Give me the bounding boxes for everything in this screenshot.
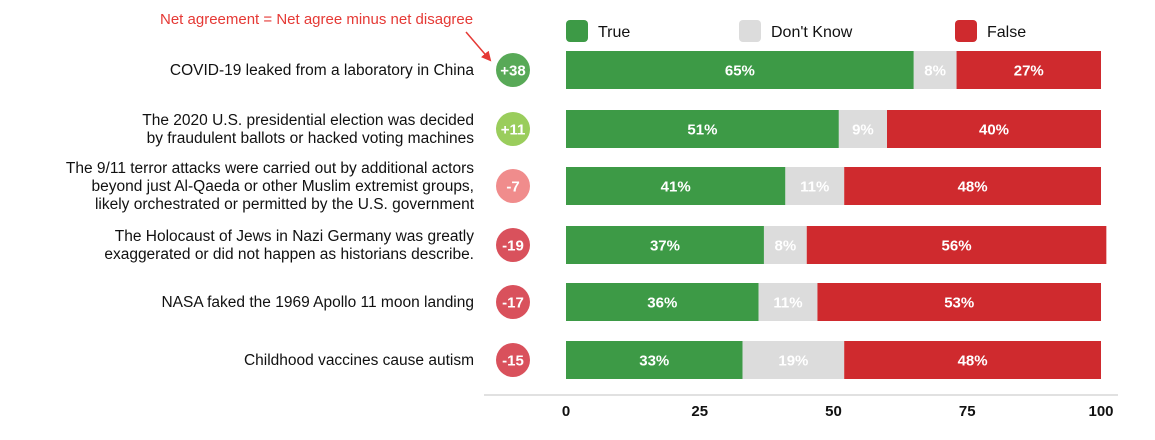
- bar-value-label: 56%: [942, 238, 972, 255]
- x-tick-label: 75: [959, 403, 976, 420]
- net-badge-label: -15: [502, 353, 524, 370]
- bar-value-label: 48%: [958, 353, 988, 370]
- bar-segment-2: [817, 283, 1101, 321]
- category-label: likely orchestrated or permitted by the …: [95, 196, 475, 213]
- chart-row: The Holocaust of Jews in Nazi Germany wa…: [104, 226, 1107, 264]
- bar-segment-0: [566, 110, 839, 148]
- chart-row: Childhood vaccines cause autism -15 33% 19%…: [244, 341, 1101, 379]
- legend-swatch-1: [739, 20, 761, 42]
- bar-segment-2: [844, 341, 1101, 379]
- net-badge: [496, 112, 530, 146]
- bar-value-label: 11%: [773, 295, 802, 312]
- bar-value-label: 40%: [979, 122, 1009, 139]
- x-tick-label: 50: [825, 403, 842, 420]
- bar-value-label: 33%: [639, 353, 669, 370]
- bar-segment-2: [806, 226, 1107, 264]
- category-label: COVID-19 leaked from a laboratory in Chi…: [170, 62, 474, 79]
- bar-segment-2: [956, 51, 1101, 89]
- annotation-arrow: [465, 31, 492, 62]
- chart-row: The 9/11 terror attacks were carried out…: [66, 160, 1101, 213]
- x-tick-label: 25: [691, 403, 708, 420]
- bar-segment-1: [763, 226, 807, 264]
- bar-segment-1: [758, 283, 818, 321]
- bar-value-label: 51%: [687, 122, 717, 139]
- bar-segment-0: [566, 283, 759, 321]
- chart-row: The 2020 U.S. presidential election was …: [142, 110, 1101, 148]
- annotation-text: Net agreement = Net agree minus net disa…: [160, 11, 473, 28]
- x-axis: 0 25 50 75 100: [484, 394, 1118, 420]
- bar-segment-2: [844, 167, 1101, 205]
- bar-segment-1: [838, 110, 887, 148]
- bar-segment-0: [566, 341, 743, 379]
- bar-value-label: 65%: [725, 63, 755, 80]
- category-label: NASA faked the 1969 Apollo 11 moon landi…: [161, 294, 474, 311]
- bar-segment-1: [913, 51, 957, 89]
- chart-row: NASA faked the 1969 Apollo 11 moon landi…: [161, 283, 1101, 321]
- net-badge: [496, 169, 530, 203]
- legend-swatch-2: [955, 20, 977, 42]
- legend: True Don't Know False: [566, 20, 1026, 42]
- bar-segment-0: [566, 51, 914, 89]
- bar-value-label: 9%: [852, 122, 874, 139]
- net-badge-label: +11: [501, 122, 526, 139]
- bar-segment-1: [785, 167, 845, 205]
- category-label: The 2020 U.S. presidential election was …: [142, 112, 474, 129]
- legend-swatch-0: [566, 20, 588, 42]
- bar-value-label: 8%: [775, 238, 797, 255]
- bar-value-label: 53%: [944, 295, 974, 312]
- bar-value-label: 27%: [1014, 63, 1044, 80]
- bar-value-label: 41%: [661, 179, 691, 196]
- category-label: Childhood vaccines cause autism: [244, 352, 474, 369]
- bar-segment-2: [887, 110, 1101, 148]
- plot-area: COVID-19 leaked from a laboratory in Chi…: [66, 51, 1107, 379]
- bar-value-label: 36%: [647, 295, 677, 312]
- net-badge-label: -7: [506, 179, 519, 196]
- bar-value-label: 48%: [958, 179, 988, 196]
- bar-value-label: 11%: [800, 179, 829, 196]
- bar-segment-0: [566, 226, 764, 264]
- net-badge-label: -19: [502, 238, 524, 255]
- x-tick-label: 100: [1088, 403, 1113, 420]
- legend-label-1: Don't Know: [771, 24, 853, 41]
- bar-segment-0: [566, 167, 786, 205]
- bar-value-label: 8%: [924, 63, 946, 80]
- category-label: by fraudulent ballots or hacked voting m…: [147, 130, 475, 147]
- net-badge: [496, 343, 530, 377]
- category-label: The 9/11 terror attacks were carried out…: [66, 160, 474, 177]
- category-label: exaggerated or did not happen as histori…: [104, 246, 474, 263]
- legend-label-2: False: [987, 24, 1026, 41]
- bar-segment-1: [742, 341, 845, 379]
- category-label: beyond just Al-Qaeda or other Muslim ext…: [91, 178, 474, 195]
- net-badge: [496, 53, 530, 87]
- legend-label-0: True: [598, 24, 630, 41]
- net-badge-label: -17: [502, 295, 524, 312]
- net-badge: [496, 285, 530, 319]
- category-label: The Holocaust of Jews in Nazi Germany wa…: [115, 228, 474, 245]
- net-badge-label: +38: [500, 63, 525, 80]
- bar-value-label: 37%: [650, 238, 680, 255]
- net-badge: [496, 228, 530, 262]
- x-tick-label: 0: [562, 403, 570, 420]
- bar-value-label: 19%: [778, 353, 808, 370]
- chart-row: COVID-19 leaked from a laboratory in Chi…: [170, 51, 1101, 89]
